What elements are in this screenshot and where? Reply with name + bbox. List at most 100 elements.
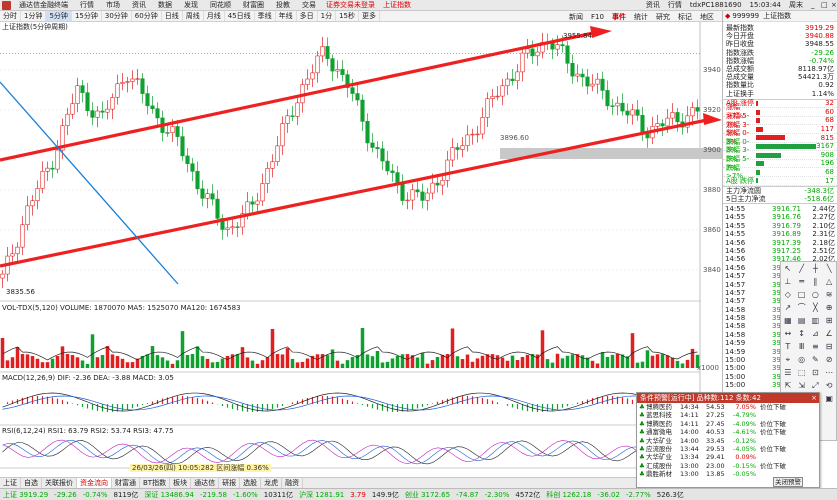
- drawing-tool-icon[interactable]: ╱: [799, 264, 805, 273]
- drawing-tool-icon[interactable]: ┼: [812, 264, 818, 273]
- kline-chart-area[interactable]: 上证指数(5分钟周期) 3955.84 3835.56 3896.60 VOL-…: [0, 22, 722, 488]
- alert-row[interactable]: ♣ 博腾医药 14:11 27.45 -4.09% 价位下破: [637, 420, 819, 428]
- bottom-tab[interactable]: 财富通: [112, 478, 140, 488]
- drawing-tool-icon[interactable]: ↕: [798, 329, 805, 338]
- toolbar-right-button[interactable]: 地区: [699, 12, 714, 21]
- period-button[interactable]: 日线: [162, 11, 183, 21]
- bottom-tab[interactable]: 关联报价: [42, 478, 77, 488]
- drawing-tool-icon[interactable]: ▦: [784, 316, 792, 325]
- drawing-tool-icon[interactable]: ⊿: [812, 329, 819, 338]
- toolbar-right-button[interactable]: F10: [591, 12, 604, 21]
- toolbar-right-button[interactable]: 事件: [611, 12, 626, 21]
- bottom-tab[interactable]: 上证: [0, 478, 21, 488]
- menu-item-market[interactable]: 市场: [106, 1, 120, 9]
- period-button[interactable]: 更多: [359, 11, 381, 21]
- drawing-tool-icon[interactable]: T: [785, 342, 791, 351]
- drawing-tool-icon[interactable]: ⇲: [798, 381, 805, 390]
- drawing-tool-icon[interactable]: ▥: [811, 316, 820, 325]
- bottom-tab[interactable]: 板块: [170, 478, 192, 488]
- drawing-tool-icon[interactable]: ⊘: [825, 355, 833, 364]
- drawing-tool-icon[interactable]: ⊕: [825, 303, 833, 312]
- drawing-tool-icon[interactable]: ↖: [784, 264, 792, 273]
- drawing-tool-icon[interactable]: ✎: [812, 355, 819, 364]
- drawing-tool-icon[interactable]: ◎: [798, 355, 806, 364]
- drawing-tool-icon[interactable]: ═: [799, 277, 805, 286]
- menu-item-news[interactable]: 资讯: [132, 1, 146, 9]
- menu-item-education[interactable]: 投教: [276, 1, 290, 9]
- period-button[interactable]: 5分钟: [46, 11, 72, 21]
- alert-row[interactable]: ♣ 蓝思科技 14:11 27.25 -4.79%: [637, 411, 819, 419]
- bottom-tab[interactable]: 资金流向: [77, 478, 112, 488]
- drawing-tool-icon[interactable]: ╲: [826, 264, 832, 273]
- bottom-tab[interactable]: 融资: [282, 478, 304, 488]
- alert-close-icon[interactable]: ×: [811, 394, 817, 402]
- menu-right-quotes[interactable]: 行情: [667, 1, 682, 9]
- period-button[interactable]: 15秒: [336, 11, 360, 21]
- drawing-tool-icon[interactable]: ▤: [797, 316, 806, 325]
- drawing-tool-icon[interactable]: ⌖: [785, 355, 791, 364]
- menu-item-discover[interactable]: 发现: [184, 1, 198, 9]
- menu-right-news[interactable]: 资讯: [645, 1, 660, 9]
- menu-item-quotes[interactable]: 行情: [80, 1, 94, 9]
- drawing-tool-icon[interactable]: ⊞: [825, 316, 833, 325]
- alert-row[interactable]: ♣ 应流股份 13:44 29.53 -4.05% 价位下破: [637, 445, 819, 453]
- drawing-tool-icon[interactable]: ▣: [825, 394, 833, 403]
- kline-chart-svg[interactable]: [0, 22, 722, 488]
- drawing-tool-icon[interactable]: ◇: [784, 290, 791, 299]
- maximize-button[interactable]: □: [821, 1, 828, 9]
- alert-row[interactable]: ♣ 汇成股份 13:00 23.00 -0.15% 价位下破: [637, 462, 819, 470]
- drawing-tool-icon[interactable]: ≋: [825, 290, 833, 299]
- drawing-tool-icon[interactable]: ⊟: [825, 342, 833, 351]
- menu-item-trade[interactable]: 交易: [302, 1, 316, 9]
- close-button[interactable]: ×: [831, 1, 837, 9]
- toolbar-right-button[interactable]: 标记: [677, 12, 692, 21]
- menu-item-data[interactable]: 数据: [158, 1, 172, 9]
- period-button[interactable]: 月线: [204, 11, 225, 21]
- drawing-tool-icon[interactable]: ∠: [825, 329, 833, 338]
- drawing-tool-icon[interactable]: ∥: [813, 277, 818, 286]
- drawing-tool-icon[interactable]: ≡: [812, 342, 819, 351]
- alert-row[interactable]: ♣ 博腾医药 14:34 54.53 7.05% 价位下破: [637, 403, 819, 411]
- period-button[interactable]: 分时: [0, 11, 21, 21]
- drawing-tool-icon[interactable]: ⟲: [825, 381, 833, 390]
- drawing-tool-icon[interactable]: ⊡: [812, 368, 819, 377]
- menu-item-ths[interactable]: 同花顺: [210, 1, 231, 9]
- drawing-tool-icon[interactable]: ⋯: [825, 368, 834, 377]
- toolbar-right-button[interactable]: 统计: [633, 12, 648, 21]
- drawing-tool-icon[interactable]: ⌒: [797, 303, 806, 312]
- bottom-tab[interactable]: 自选: [21, 478, 42, 488]
- menu-item-wealth[interactable]: 财富圈: [243, 1, 264, 9]
- drawing-tool-icon[interactable]: □: [797, 290, 806, 299]
- period-button[interactable]: 多日: [297, 11, 318, 21]
- bottom-tab[interactable]: BT指数: [140, 478, 171, 488]
- drawing-tool-icon[interactable]: ↗: [784, 303, 792, 312]
- drawing-tool-icon[interactable]: △: [826, 277, 833, 286]
- login-notice[interactable]: 证券交易未登录: [326, 1, 375, 9]
- drawing-tool-icon[interactable]: Ⅲ: [798, 342, 805, 351]
- period-button[interactable]: 季线: [255, 11, 276, 21]
- bottom-tab[interactable]: 选股: [240, 478, 262, 488]
- minimize-button[interactable]: _: [811, 1, 815, 9]
- toolbar-right-button[interactable]: 研究: [655, 12, 670, 21]
- period-button[interactable]: 1分钟: [21, 11, 47, 21]
- period-button[interactable]: 周线: [183, 11, 204, 21]
- drawing-tool-icon[interactable]: ⤢: [812, 381, 819, 390]
- drawing-tool-icon[interactable]: ○: [811, 290, 819, 299]
- drawing-tool-icon[interactable]: ⇱: [784, 381, 792, 390]
- drawing-tool-icon[interactable]: ╳: [812, 303, 818, 312]
- alert-row[interactable]: ♣ 鼎胜新材 13:00 13.85 -0.05%: [637, 470, 819, 478]
- drawing-tool-icon[interactable]: ☰: [784, 368, 792, 377]
- period-button[interactable]: 1分: [318, 11, 337, 21]
- period-button[interactable]: 30分钟: [102, 11, 132, 21]
- period-button[interactable]: 15分钟: [72, 11, 102, 21]
- alert-row[interactable]: ♣ 大华矿业 13:34 29.41 0.09%: [637, 453, 819, 461]
- bottom-tab[interactable]: 龙虎: [261, 478, 283, 488]
- period-button[interactable]: 45日线: [225, 11, 255, 21]
- period-button[interactable]: 年线: [276, 11, 297, 21]
- drawing-tool-icon[interactable]: ↔: [784, 329, 792, 338]
- period-button[interactable]: 60分钟: [132, 11, 162, 21]
- alert-row[interactable]: ♣ 通富微电 14:00 40.53 -4.61% 价位下破: [637, 428, 819, 436]
- toolbar-right-button[interactable]: 新闻: [569, 12, 583, 21]
- close-alert-button[interactable]: 关闭预警: [773, 477, 803, 487]
- alert-row[interactable]: ♣ 大华矿业 14:00 33.45 -0.12%: [637, 437, 819, 445]
